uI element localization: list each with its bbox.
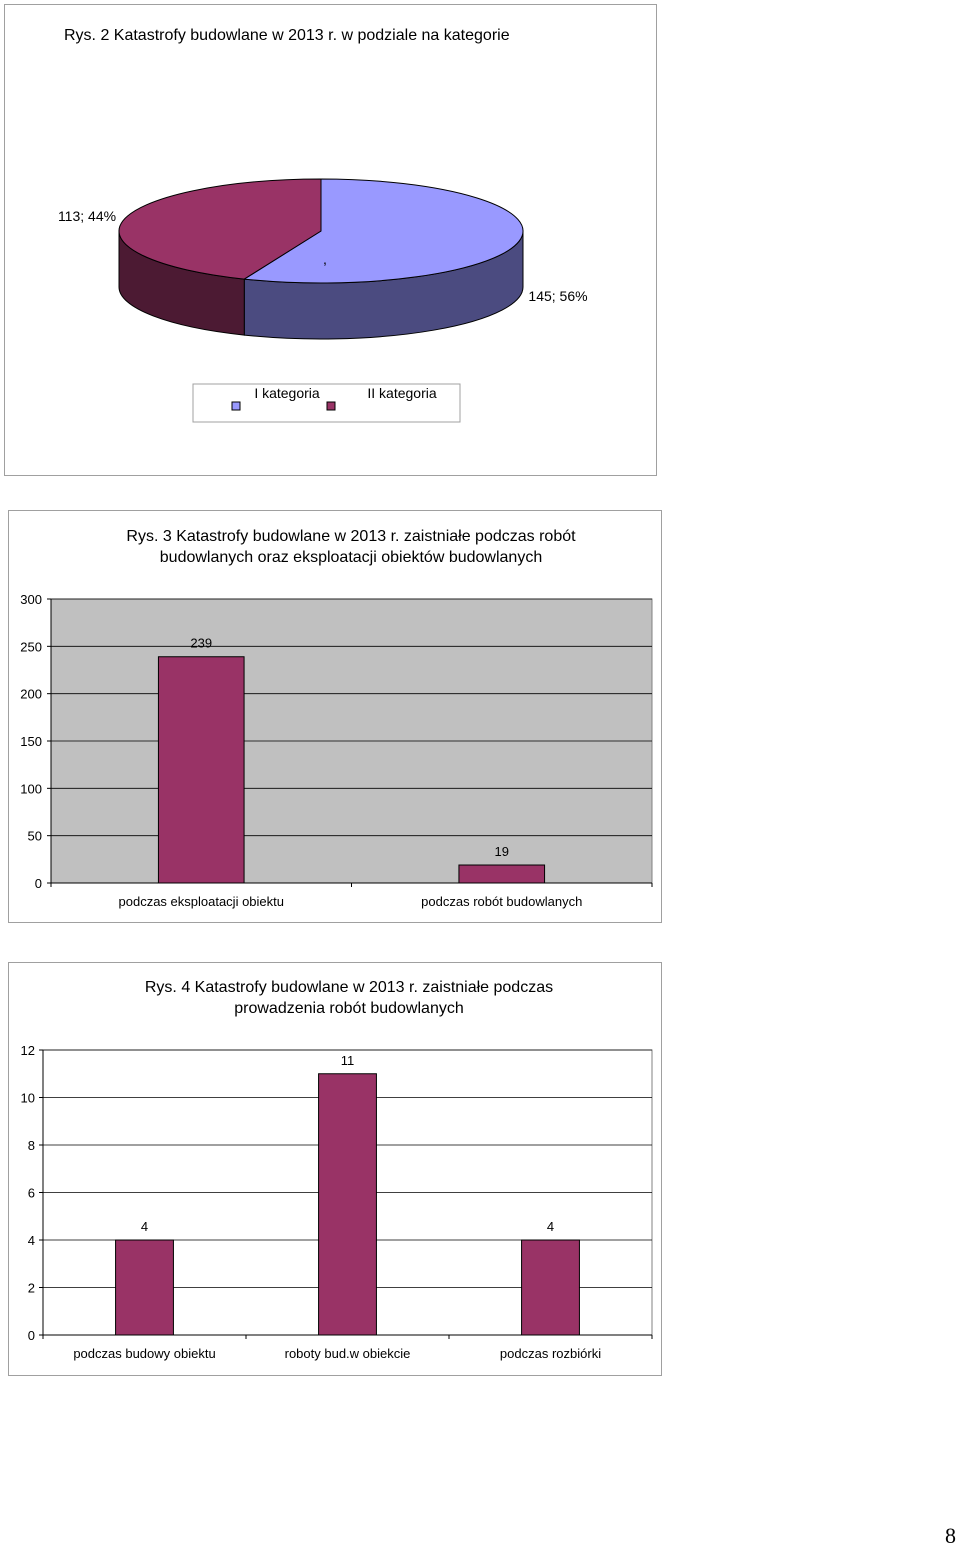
chart3-category-label-2: podczas robót budowlanych — [421, 894, 582, 909]
chart3-y-tick-label: 0 — [35, 876, 42, 891]
legend-swatch-I — [231, 401, 241, 411]
chart4-y-tick-label: 6 — [28, 1186, 35, 1201]
chart3-category-label-1: podczas eksploatacji obiektu — [119, 894, 285, 909]
chart4-y-tick-label: 8 — [28, 1138, 35, 1153]
chart4-category-label-1: podczas budowy obiektu — [73, 1346, 215, 1361]
legend-label-I: I kategoria — [254, 385, 320, 401]
chart-title: Rys. 2 Katastrofy budowlane w 2013 r. w … — [64, 27, 510, 44]
pie-slice-II-kategoria — [118, 178, 322, 280]
legend-label-II: II kategoria — [367, 385, 436, 401]
pie-data-label-I: 145; 56% — [528, 288, 587, 304]
pie-stray-label: , — [323, 251, 327, 267]
chart4-y-tick-label: 4 — [28, 1233, 35, 1248]
bar-chart-3: Rys. 3 Katastrofy budowlane w 2013 r. za… — [20, 528, 653, 909]
chart4-data-label-3: 4 — [547, 1219, 554, 1234]
chart4-y-tick-label: 2 — [28, 1281, 35, 1296]
bar-chart-4-frame: Rys. 4 Katastrofy budowlane w 2013 r. za… — [8, 962, 662, 1376]
chart4-data-label-2: 11 — [341, 1053, 355, 1068]
chart4-category-label-2: roboty bud.w obiekcie — [285, 1346, 411, 1361]
chart3-data-label-1: 239 — [190, 636, 212, 651]
chart3-title-line-2: budowlanych oraz eksploatacji obiektów b… — [160, 549, 542, 566]
pie-chart-frame: Rys. 2 Katastrofy budowlane w 2013 r. w … — [4, 4, 657, 476]
pie-slice-I-kategoria — [242, 178, 524, 284]
chart3-bar-2 — [458, 864, 546, 884]
chart4-y-tick-label: 12 — [21, 1043, 35, 1058]
chart3-y-tick-label: 100 — [20, 781, 42, 796]
chart3-y-tick-label: 250 — [20, 639, 42, 654]
chart4-data-label-1: 4 — [141, 1219, 148, 1234]
chart3-bar-1 — [157, 656, 245, 884]
chart4-title-line-1: Rys. 4 Katastrofy budowlane w 2013 r. za… — [145, 979, 553, 996]
chart4-bar-3 — [521, 1239, 580, 1336]
chart3-y-tick-label: 150 — [20, 734, 42, 749]
chart4-bar-1 — [115, 1239, 174, 1336]
chart3-title-line-1: Rys. 3 Katastrofy budowlane w 2013 r. za… — [126, 528, 576, 545]
page-number: 8 — [945, 1523, 956, 1548]
chart4-title-line-2: prowadzenia robót budowlanych — [234, 1000, 463, 1017]
chart3-y-tick-label: 200 — [20, 687, 42, 702]
legend-swatch-II — [326, 401, 336, 411]
chart4-bar-2 — [318, 1073, 377, 1336]
bar-chart-3-frame: Rys. 3 Katastrofy budowlane w 2013 r. za… — [8, 510, 662, 923]
chart4-category-label-3: podczas rozbiórki — [500, 1346, 601, 1361]
pie-data-label-II: 113; 44% — [58, 208, 116, 224]
bar-chart-4: Rys. 4 Katastrofy budowlane w 2013 r. za… — [21, 979, 653, 1361]
chart4-y-tick-label: 10 — [21, 1091, 35, 1106]
chart3-y-tick-label: 300 — [20, 592, 42, 607]
pie-chart: Rys. 2 Katastrofy budowlane w 2013 r. w … — [58, 27, 588, 423]
chart3-data-label-2: 19 — [495, 844, 509, 859]
chart4-y-tick-label: 0 — [28, 1328, 35, 1343]
chart3-y-tick-label: 50 — [28, 829, 42, 844]
